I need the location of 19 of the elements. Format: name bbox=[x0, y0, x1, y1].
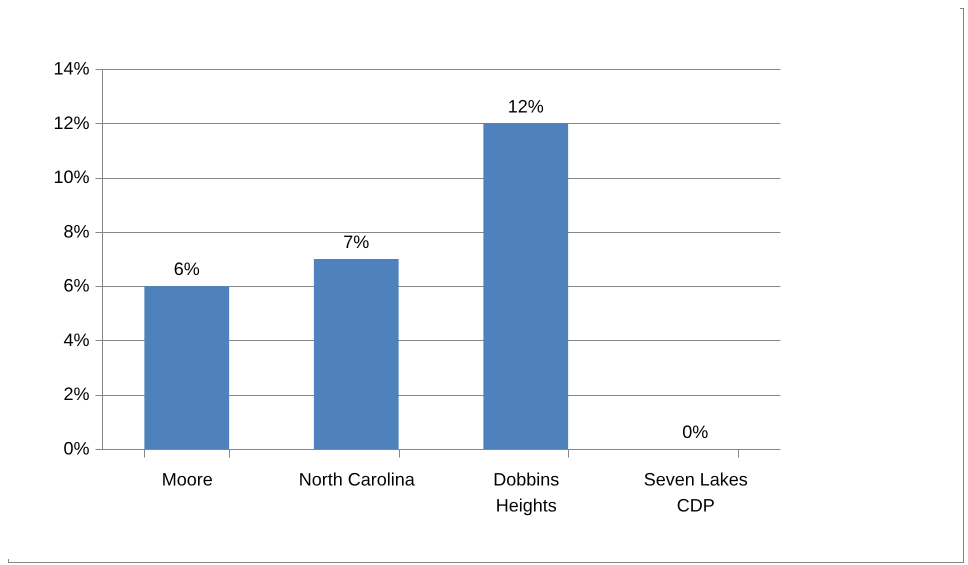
y-tick-label: 12% bbox=[53, 112, 90, 133]
x-tick-label: Dobbins Heights bbox=[493, 470, 560, 516]
x-tick-label: North Carolina bbox=[298, 470, 416, 490]
data-label: 7% bbox=[343, 232, 370, 252]
bar bbox=[483, 123, 568, 449]
y-tick-label: 0% bbox=[63, 438, 90, 458]
y-tick-label: 4% bbox=[63, 330, 90, 350]
x-tick-label: Seven Lakes CDP bbox=[644, 470, 748, 516]
data-label: 12% bbox=[508, 96, 544, 116]
bar bbox=[144, 286, 230, 449]
data-label: 6% bbox=[174, 259, 200, 280]
y-tick-label: 8% bbox=[63, 221, 90, 242]
y-tick-label: 6% bbox=[63, 276, 90, 296]
x-tick-label: Moore bbox=[162, 470, 213, 490]
y-tick-label: 10% bbox=[53, 167, 90, 188]
data-label: 0% bbox=[682, 422, 708, 442]
y-tick-label: 14% bbox=[53, 58, 90, 78]
y-tick-label: 2% bbox=[63, 384, 90, 404]
bar bbox=[314, 259, 399, 449]
